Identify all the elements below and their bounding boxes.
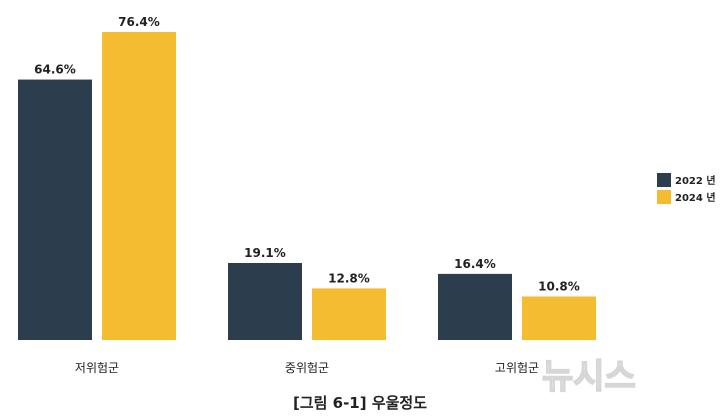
bar: [522, 296, 596, 340]
data-label: 76.4%: [118, 15, 160, 29]
newsis-watermark-logo: 뉴시스: [542, 356, 637, 396]
data-label: 64.6%: [34, 63, 76, 77]
legend-swatch: [657, 173, 671, 187]
watermark-text: 뉴시스: [542, 357, 636, 396]
bar: [102, 32, 176, 340]
x-tick-label: 저위험군: [75, 361, 119, 375]
data-label: 19.1%: [244, 246, 286, 260]
data-label: 12.8%: [328, 271, 370, 285]
data-label: 10.8%: [538, 279, 580, 293]
figure-caption: [그림 6-1] 우울정도: [292, 394, 428, 412]
x-tick-label: 중위험군: [285, 361, 329, 375]
data-label: 16.4%: [454, 257, 496, 271]
x-tick-label: 고위험군: [495, 361, 539, 375]
bar: [228, 263, 302, 340]
bar: [312, 288, 386, 340]
legend-label: 2022 년: [675, 174, 716, 187]
legend-label: 2024 년: [675, 191, 716, 204]
bar: [438, 273, 512, 340]
legend-swatch: [657, 190, 671, 204]
bar: [18, 79, 92, 340]
